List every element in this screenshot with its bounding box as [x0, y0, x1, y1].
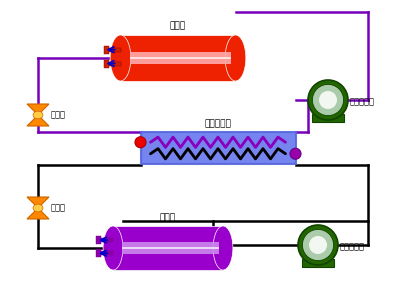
Ellipse shape: [103, 226, 123, 270]
Bar: [122, 247, 219, 249]
Circle shape: [312, 84, 343, 116]
Circle shape: [290, 148, 301, 159]
Ellipse shape: [33, 204, 43, 212]
Circle shape: [309, 236, 327, 254]
Bar: [121, 35, 236, 81]
Bar: [122, 242, 219, 254]
Bar: [322, 111, 334, 115]
Bar: [312, 256, 324, 260]
Text: 蒸发器: 蒸发器: [160, 213, 176, 222]
Polygon shape: [27, 197, 49, 208]
Ellipse shape: [110, 35, 131, 81]
Bar: [130, 57, 231, 59]
Text: 冷凝器: 冷凝器: [170, 21, 186, 30]
Bar: [302, 259, 334, 267]
Text: 节流阀: 节流阀: [51, 204, 66, 212]
Bar: [113, 226, 223, 270]
Circle shape: [135, 137, 146, 148]
Text: 冷媒蒸发器: 冷媒蒸发器: [205, 119, 232, 128]
Circle shape: [308, 80, 348, 120]
Circle shape: [319, 91, 337, 109]
Polygon shape: [27, 115, 49, 126]
Ellipse shape: [33, 111, 43, 119]
Bar: [107, 48, 121, 52]
Ellipse shape: [213, 226, 233, 270]
Text: 高温压缩机: 高温压缩机: [350, 97, 375, 106]
Bar: [99, 238, 113, 242]
Bar: [96, 236, 101, 244]
Bar: [99, 251, 113, 255]
Text: 节流阀: 节流阀: [51, 111, 66, 119]
Bar: [103, 46, 109, 54]
Ellipse shape: [225, 35, 246, 81]
Bar: [130, 52, 231, 64]
Circle shape: [302, 229, 334, 260]
Bar: [107, 61, 121, 66]
Circle shape: [298, 225, 338, 265]
Text: 低温压缩机: 低温压缩机: [340, 243, 365, 252]
FancyBboxPatch shape: [140, 132, 295, 164]
Bar: [103, 60, 109, 68]
Bar: [312, 114, 344, 122]
Polygon shape: [27, 104, 49, 115]
Polygon shape: [27, 208, 49, 219]
Bar: [96, 249, 101, 257]
